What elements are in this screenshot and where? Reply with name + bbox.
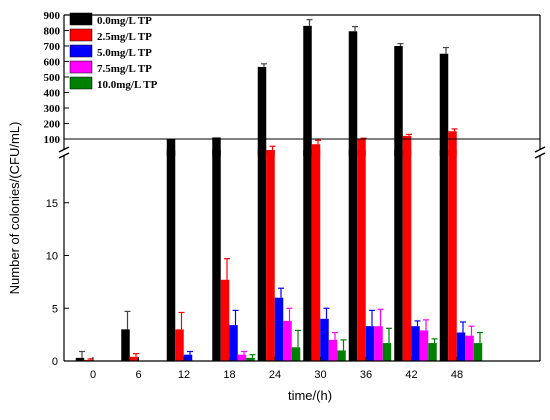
bar — [283, 320, 292, 361]
x-tick-label: 12 — [178, 369, 190, 381]
bar — [121, 329, 130, 361]
bar — [428, 343, 437, 361]
y-tick-label-upper: 700 — [44, 41, 61, 53]
legend-swatch — [69, 76, 93, 90]
y-axis-title: Number of colonies/(CFU/mL) — [7, 122, 22, 295]
bar-upper — [348, 31, 358, 156]
bar — [237, 354, 247, 361]
bar — [320, 318, 329, 361]
y-tick-label-upper: 200 — [44, 119, 61, 131]
axis-break-mark — [58, 146, 70, 153]
x-tick-label: 24 — [269, 369, 281, 381]
x-axis-title: time/(h) — [288, 388, 332, 403]
bar-upper — [439, 53, 449, 156]
bar — [337, 350, 346, 361]
bar — [212, 150, 221, 361]
legend-label: 7.5mg/L TP — [97, 63, 152, 75]
bar — [456, 332, 466, 361]
bar — [465, 335, 474, 361]
bar — [183, 354, 193, 361]
axis-break-mark — [534, 152, 546, 159]
bar-upper — [257, 66, 267, 156]
y-tick-label: 5 — [52, 303, 58, 315]
legend-swatch — [69, 28, 93, 42]
x-tick-label: 48 — [451, 369, 463, 381]
bar-upper — [303, 25, 312, 156]
ticks-group: 0 5 10 15 100 200 300 400 500 600 700 800 900 0 6 12 18 2… — [44, 10, 464, 381]
bar-upper — [212, 137, 221, 156]
legend-label: 0.0mg/L TP — [97, 15, 152, 27]
bar — [473, 343, 483, 361]
bar — [229, 325, 238, 361]
axis-break-mark — [534, 146, 546, 153]
bar-upper — [166, 139, 176, 156]
bar-upper — [357, 139, 366, 156]
x-tick-label: 6 — [135, 369, 141, 381]
bar-upper — [402, 135, 412, 156]
bar — [348, 150, 358, 361]
bar — [382, 343, 392, 361]
bar — [246, 357, 255, 361]
x-tick-label: 0 — [90, 369, 96, 381]
bar-upper — [394, 46, 403, 156]
legend-swatch — [69, 44, 93, 58]
bar — [394, 150, 403, 361]
y-tick-label-upper: 100 — [44, 134, 61, 146]
bar — [439, 150, 449, 361]
bar — [311, 150, 321, 361]
bar — [402, 150, 412, 361]
x-tick-label: 36 — [360, 369, 372, 381]
legend-swatch — [69, 12, 93, 26]
bar — [419, 330, 429, 361]
bar — [129, 356, 139, 361]
bar — [303, 150, 312, 361]
bar — [166, 150, 176, 361]
bar — [175, 329, 184, 361]
y-tick-label-upper: 800 — [44, 26, 61, 38]
legend-label: 5.0mg/L TP — [97, 47, 152, 59]
bar — [274, 297, 284, 361]
y-tick-label-upper: 600 — [44, 57, 61, 69]
bar-upper — [311, 144, 321, 156]
bar — [448, 150, 457, 361]
y-tick-label: 10 — [46, 251, 58, 263]
x-tick-label: 30 — [314, 369, 326, 381]
bar — [266, 150, 275, 361]
frame-group — [58, 14, 546, 362]
y-tick-label: 0 — [52, 356, 58, 368]
bar — [220, 279, 230, 361]
y-tick-label-upper: 300 — [44, 103, 61, 115]
bars-group — [75, 19, 483, 361]
bar — [328, 339, 338, 361]
legend-group: 0.0mg/L TP 2.5mg/L TP 5.0mg/L TP 7.5mg/L TP… — [69, 12, 158, 91]
bar — [411, 326, 420, 361]
bar-upper — [266, 150, 275, 156]
bar — [291, 347, 301, 361]
y-tick-label-upper: 400 — [44, 88, 61, 100]
axis-break-mark — [58, 152, 70, 159]
bar-upper — [448, 131, 457, 156]
y-tick-label-upper: 900 — [44, 10, 61, 22]
legend-swatch — [69, 60, 93, 74]
x-tick-label: 42 — [405, 369, 417, 381]
x-tick-label: 18 — [223, 369, 235, 381]
legend-label: 2.5mg/L TP — [97, 31, 152, 43]
bar — [75, 357, 85, 361]
bar — [357, 150, 366, 361]
y-tick-label: 15 — [46, 198, 58, 210]
y-tick-label-upper: 500 — [44, 72, 61, 84]
bar — [374, 326, 383, 361]
legend-label: 10.0mg/L TP — [97, 79, 158, 91]
bar — [365, 326, 375, 361]
bar — [257, 150, 267, 361]
